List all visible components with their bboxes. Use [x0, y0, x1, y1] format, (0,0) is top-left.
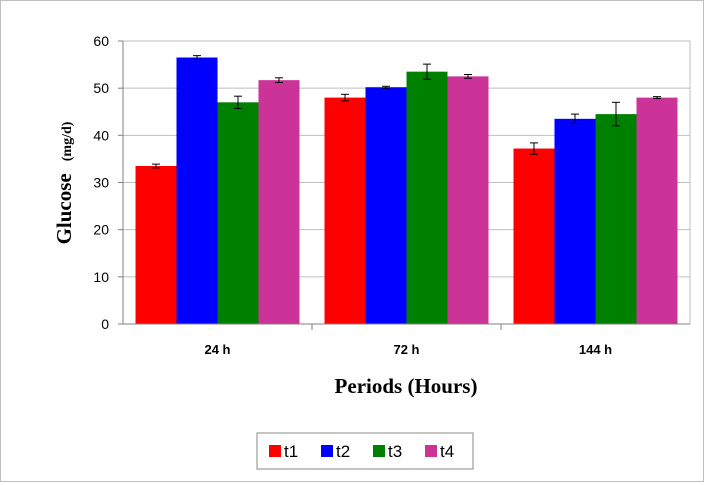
- bar-t4-2: [636, 97, 678, 324]
- x-tick-labels: 24 h 72 h 144 h: [204, 342, 612, 357]
- y-tick-labels: 0 10 20 30 40 50 60: [93, 33, 109, 332]
- bar-t3-1: [406, 71, 448, 325]
- bar-t4-1: [447, 76, 489, 324]
- y-tick-label: 40: [93, 127, 109, 143]
- bar-t3-2: [595, 114, 637, 324]
- y-axis-label-main: Glucose: [52, 173, 76, 244]
- bar-t2-2: [554, 118, 596, 324]
- bar-t1-2: [513, 148, 555, 324]
- y-tick-label: 10: [93, 269, 109, 285]
- bar-t2-0: [176, 57, 218, 325]
- legend-swatch-t3: [373, 445, 385, 457]
- bar-t4-0: [258, 80, 300, 324]
- bar-t1-1: [324, 97, 366, 324]
- x-axis-label: Periods (Hours): [335, 374, 478, 398]
- legend-label-t3: t3: [388, 442, 402, 461]
- legend-swatch-t1: [269, 445, 281, 457]
- bar-t1-0: [135, 165, 177, 324]
- x-tick-label: 24 h: [204, 342, 230, 357]
- y-axis-label-unit: (mg/d): [60, 121, 75, 161]
- y-tick-label: 60: [93, 33, 109, 49]
- bars-layer: [135, 55, 678, 325]
- y-axis-label: Glucose (mg/d): [52, 121, 76, 244]
- axes-layer: [118, 40, 690, 330]
- legend: t1 t2 t3 t4: [256, 432, 474, 470]
- x-tick-label: 144 h: [579, 342, 612, 357]
- legend-label-t1: t1: [284, 442, 298, 461]
- legend-label-t2: t2: [336, 442, 350, 461]
- bar-t3-0: [217, 102, 259, 324]
- x-tick-label: 72 h: [393, 342, 419, 357]
- legend-swatch-t2: [321, 445, 333, 457]
- legend-label-t4: t4: [440, 442, 454, 461]
- bar-t2-1: [365, 87, 407, 325]
- y-tick-label: 30: [93, 175, 109, 191]
- y-tick-label: 0: [101, 316, 109, 332]
- legend-swatch-t4: [425, 445, 437, 457]
- y-tick-label: 20: [93, 222, 109, 238]
- y-tick-label: 50: [93, 80, 109, 96]
- y-axis-label-group: Glucose (mg/d): [52, 121, 76, 244]
